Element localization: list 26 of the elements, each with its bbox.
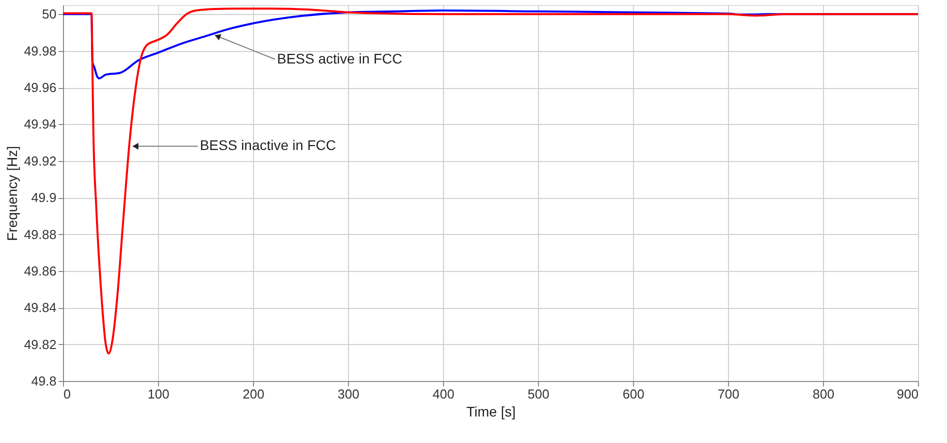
x-tick-label: 500 [528, 386, 550, 402]
x-tick-label: 900 [896, 386, 918, 402]
y-tick-label: 49.94 [24, 116, 56, 132]
annotation: BESS active in FCC [277, 50, 402, 66]
x-tick-label: 400 [432, 386, 454, 402]
x-tick-label: 300 [338, 386, 360, 402]
y-tick-label: 49.98 [24, 43, 56, 58]
y-tick-label: 49.8 [31, 374, 56, 388]
y-tick-label: 49.86 [24, 263, 56, 278]
x-tick-label: 800 [812, 386, 834, 402]
y-tick-label: 49.82 [24, 336, 56, 352]
y-axis-title: Frequency [Hz] [4, 146, 20, 241]
x-tick-label: 700 [718, 386, 740, 402]
y-tick-label: 49.9 [31, 190, 56, 206]
x-axis-title: Time [s] [466, 404, 516, 420]
y-tick-label: 49.88 [24, 226, 56, 242]
line-series [63, 8, 918, 354]
x-tick-label: 0 [64, 386, 71, 402]
annotation: BESS inactive in FCC [200, 137, 336, 154]
y-tick-label: 50 [42, 6, 56, 22]
y-tick-label: 49.92 [24, 153, 56, 168]
x-tick-label: 600 [622, 386, 644, 402]
y-tick-label: 49.96 [24, 80, 56, 96]
y-tick-label: 49.84 [24, 300, 56, 316]
x-tick-label: 100 [148, 386, 170, 402]
x-tick-label: 200 [242, 386, 264, 402]
